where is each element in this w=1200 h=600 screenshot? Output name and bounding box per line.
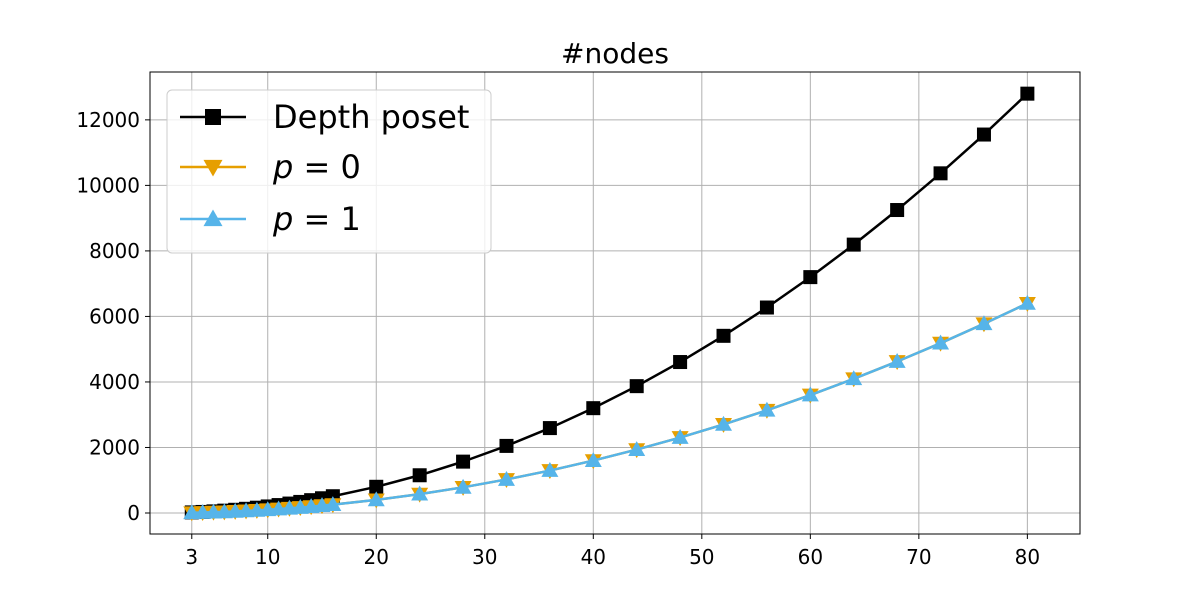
triangle-up-marker [1018, 294, 1036, 310]
square-marker [716, 328, 731, 343]
legend: Depth poset p = 0 p = 1 [166, 89, 492, 254]
legend-label: Depth poset [273, 98, 469, 136]
triangle-up-marker [204, 503, 222, 519]
triangle-up-marker [975, 315, 993, 331]
x-tick-label: 60 [798, 545, 823, 569]
triangle-up-marker [758, 401, 776, 417]
triangle-up-marker [541, 462, 559, 477]
triangle-up-marker [497, 470, 515, 486]
x-tick-label: 20 [364, 545, 389, 569]
square-marker [1020, 86, 1035, 101]
y-tick-label: 4000 [89, 370, 140, 394]
triangle-up-marker [845, 370, 863, 386]
triangle-up-marker [801, 386, 819, 402]
x-axis-ticks: 3 10 20 30 40 50 60 70 80 [185, 534, 1040, 569]
triangle-up-marker [324, 496, 342, 511]
triangle-up-marker [671, 429, 689, 444]
legend-box [166, 89, 492, 254]
legend-entry-0: Depth poset [180, 98, 469, 136]
x-tick-label: 10 [255, 545, 280, 569]
y-tick-label: 0 [127, 501, 140, 525]
x-tick-label: 50 [689, 545, 714, 569]
triangle-up-marker [411, 485, 429, 501]
x-tick-label: 80 [1015, 545, 1040, 569]
triangle-up-marker [715, 415, 733, 431]
square-marker [456, 454, 471, 469]
y-tick-label: 2000 [89, 435, 140, 459]
triangle-up-marker [454, 478, 472, 494]
y-tick-label: 12000 [76, 108, 140, 132]
y-tick-label: 8000 [89, 239, 140, 263]
x-tick-label: 30 [472, 545, 497, 569]
square-marker [205, 109, 221, 125]
y-tick-label: 10000 [76, 173, 140, 197]
triangle-down-marker [203, 159, 223, 177]
legend-label: p = 0 [272, 148, 361, 186]
triangle-up-marker [584, 452, 602, 467]
triangle-up-marker [203, 209, 223, 227]
x-tick-label: 3 [185, 545, 198, 569]
triangle-up-marker [932, 334, 950, 350]
square-marker [629, 379, 644, 394]
triangle-up-marker [183, 504, 201, 520]
square-marker [976, 127, 991, 142]
legend-entry-1: p = 0 [180, 148, 361, 186]
y-tick-label: 6000 [89, 304, 140, 328]
x-tick-label: 70 [906, 545, 931, 569]
legend-label: p = 1 [272, 200, 361, 238]
square-marker [759, 300, 774, 315]
square-marker [499, 438, 514, 453]
square-marker [542, 421, 557, 436]
square-marker [412, 468, 427, 483]
square-marker [890, 203, 905, 218]
plot-frame [149, 71, 1081, 535]
y-axis-ticks: 0 2000 4000 6000 8000 10000 12000 [76, 108, 150, 525]
series-2 [183, 294, 1036, 520]
triangle-up-marker [628, 441, 646, 456]
series-layer [183, 86, 1036, 522]
square-marker [846, 237, 861, 252]
legend-entry-2: p = 1 [180, 200, 361, 238]
square-marker [933, 166, 948, 181]
square-marker [673, 355, 688, 370]
chart-title: #nodes [561, 37, 669, 70]
triangle-up-marker [194, 503, 212, 519]
square-marker [369, 479, 384, 494]
x-tick-label: 40 [581, 545, 606, 569]
triangle-up-marker [888, 353, 906, 368]
square-marker [803, 270, 818, 285]
square-marker [586, 401, 601, 416]
triangle-up-marker [367, 491, 385, 507]
